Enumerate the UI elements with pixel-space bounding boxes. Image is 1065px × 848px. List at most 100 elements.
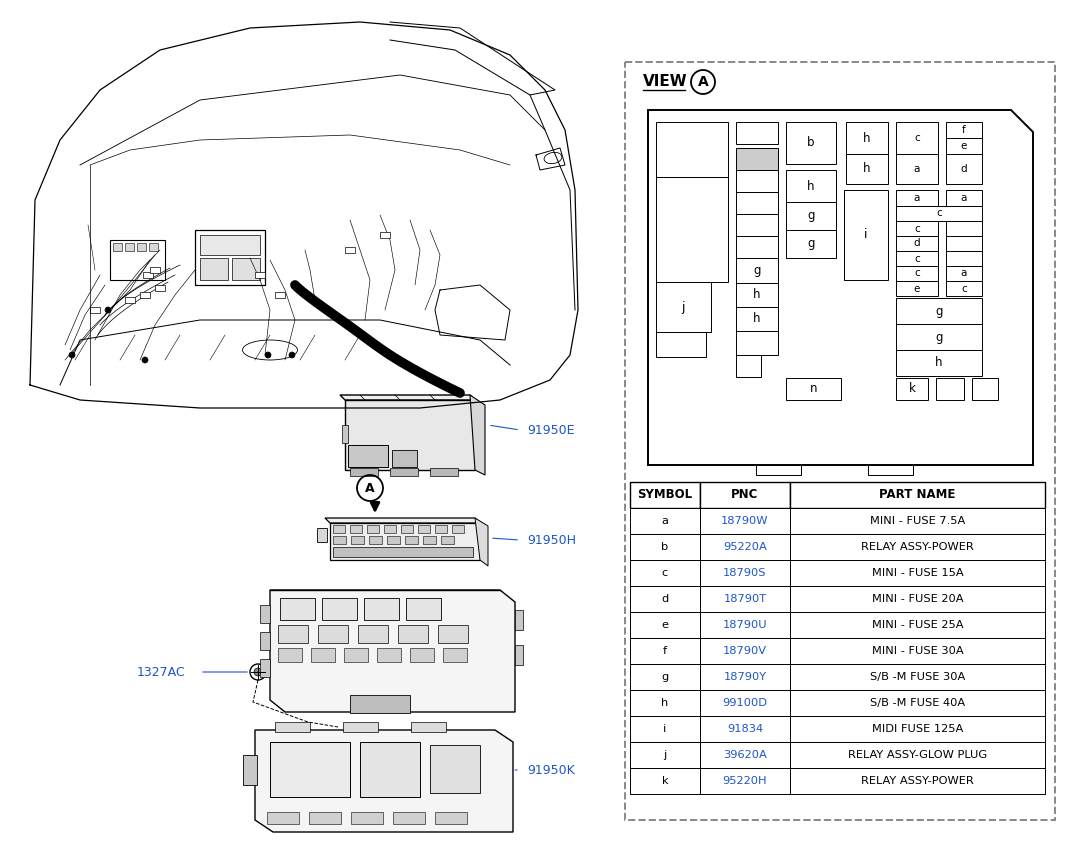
Polygon shape xyxy=(255,730,513,832)
Bar xyxy=(149,243,158,251)
Bar xyxy=(438,625,468,643)
Bar xyxy=(700,612,790,638)
Bar xyxy=(790,534,1045,560)
Polygon shape xyxy=(648,110,1033,465)
Text: i: i xyxy=(663,724,667,734)
Bar xyxy=(630,534,700,560)
Text: 91950K: 91950K xyxy=(527,763,575,777)
Bar xyxy=(333,525,345,533)
Bar xyxy=(846,154,888,184)
Bar xyxy=(786,122,836,164)
Bar xyxy=(200,258,228,280)
Text: c: c xyxy=(936,209,941,219)
Bar xyxy=(946,190,982,206)
Bar xyxy=(430,468,458,476)
Bar xyxy=(360,742,420,797)
Bar xyxy=(896,266,938,281)
Bar xyxy=(736,258,779,283)
Bar xyxy=(630,664,700,690)
Text: RELAY ASSY-POWER: RELAY ASSY-POWER xyxy=(862,542,973,552)
Bar xyxy=(630,742,700,768)
Bar xyxy=(790,638,1045,664)
Text: a: a xyxy=(961,193,967,203)
Bar xyxy=(515,610,523,630)
Bar xyxy=(406,598,441,620)
Text: d: d xyxy=(961,164,967,174)
Bar xyxy=(656,332,706,357)
Bar xyxy=(441,536,454,544)
Bar xyxy=(790,716,1045,742)
Text: c: c xyxy=(914,269,920,278)
Text: 99100D: 99100D xyxy=(722,698,768,708)
Bar xyxy=(367,525,379,533)
Bar xyxy=(896,298,982,324)
Bar xyxy=(946,281,982,296)
Text: 91950E: 91950E xyxy=(527,423,574,437)
Bar xyxy=(630,638,700,664)
Bar xyxy=(275,722,310,732)
Bar xyxy=(333,547,473,557)
Bar xyxy=(700,768,790,794)
Text: PNC: PNC xyxy=(732,488,758,501)
Text: MINI - FUSE 7.5A: MINI - FUSE 7.5A xyxy=(870,516,965,526)
Bar xyxy=(350,468,378,476)
Bar xyxy=(345,247,355,253)
Bar xyxy=(143,272,153,278)
Bar xyxy=(351,812,383,824)
Bar xyxy=(350,525,362,533)
Bar xyxy=(317,528,327,542)
Bar xyxy=(700,586,790,612)
Bar xyxy=(700,664,790,690)
Bar xyxy=(790,690,1045,716)
Bar xyxy=(896,378,928,400)
Text: 1327AC: 1327AC xyxy=(136,666,185,678)
Text: 39620A: 39620A xyxy=(723,750,767,760)
Polygon shape xyxy=(475,518,488,566)
Text: MIDI FUSE 125A: MIDI FUSE 125A xyxy=(872,724,963,734)
Bar xyxy=(700,742,790,768)
Text: j: j xyxy=(663,750,667,760)
Bar xyxy=(344,648,368,662)
Bar xyxy=(843,190,888,280)
Bar xyxy=(790,560,1045,586)
Bar xyxy=(946,122,982,138)
Text: a: a xyxy=(914,164,920,174)
Bar xyxy=(515,645,523,665)
Bar xyxy=(392,450,417,467)
Circle shape xyxy=(289,352,295,358)
Bar xyxy=(195,230,265,285)
Bar xyxy=(700,534,790,560)
Bar xyxy=(435,525,447,533)
Text: 18790S: 18790S xyxy=(723,568,767,578)
Text: k: k xyxy=(661,776,669,786)
Bar xyxy=(278,625,308,643)
Bar xyxy=(896,324,982,350)
Bar xyxy=(387,536,400,544)
Bar xyxy=(452,525,464,533)
Bar xyxy=(278,648,302,662)
Text: c: c xyxy=(661,568,668,578)
Bar xyxy=(255,272,265,278)
Bar xyxy=(790,586,1045,612)
Bar xyxy=(267,812,299,824)
Text: h: h xyxy=(753,313,760,326)
Text: 91834: 91834 xyxy=(727,724,763,734)
Bar xyxy=(417,525,430,533)
Bar xyxy=(140,292,150,298)
Text: MINI - FUSE 25A: MINI - FUSE 25A xyxy=(872,620,963,630)
Bar xyxy=(260,632,271,650)
Text: h: h xyxy=(753,288,760,302)
Text: 18790V: 18790V xyxy=(723,646,767,656)
Bar xyxy=(946,266,982,281)
Bar xyxy=(410,648,435,662)
Text: MINI - FUSE 30A: MINI - FUSE 30A xyxy=(871,646,964,656)
Text: A: A xyxy=(698,75,708,89)
Bar xyxy=(398,625,428,643)
Bar xyxy=(896,221,938,236)
Bar xyxy=(936,378,964,400)
Bar xyxy=(896,154,938,184)
Bar xyxy=(200,235,260,255)
Bar xyxy=(333,536,346,544)
Bar xyxy=(700,560,790,586)
Bar xyxy=(309,812,341,824)
